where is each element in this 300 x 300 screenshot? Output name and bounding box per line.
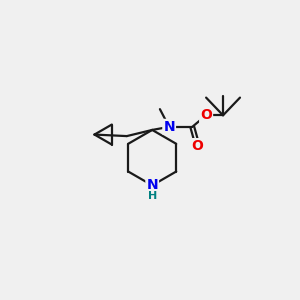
Text: N: N <box>163 120 175 134</box>
Text: O: O <box>200 108 212 122</box>
Text: H: H <box>148 191 157 201</box>
Text: O: O <box>192 139 204 153</box>
Text: N: N <box>146 178 158 192</box>
